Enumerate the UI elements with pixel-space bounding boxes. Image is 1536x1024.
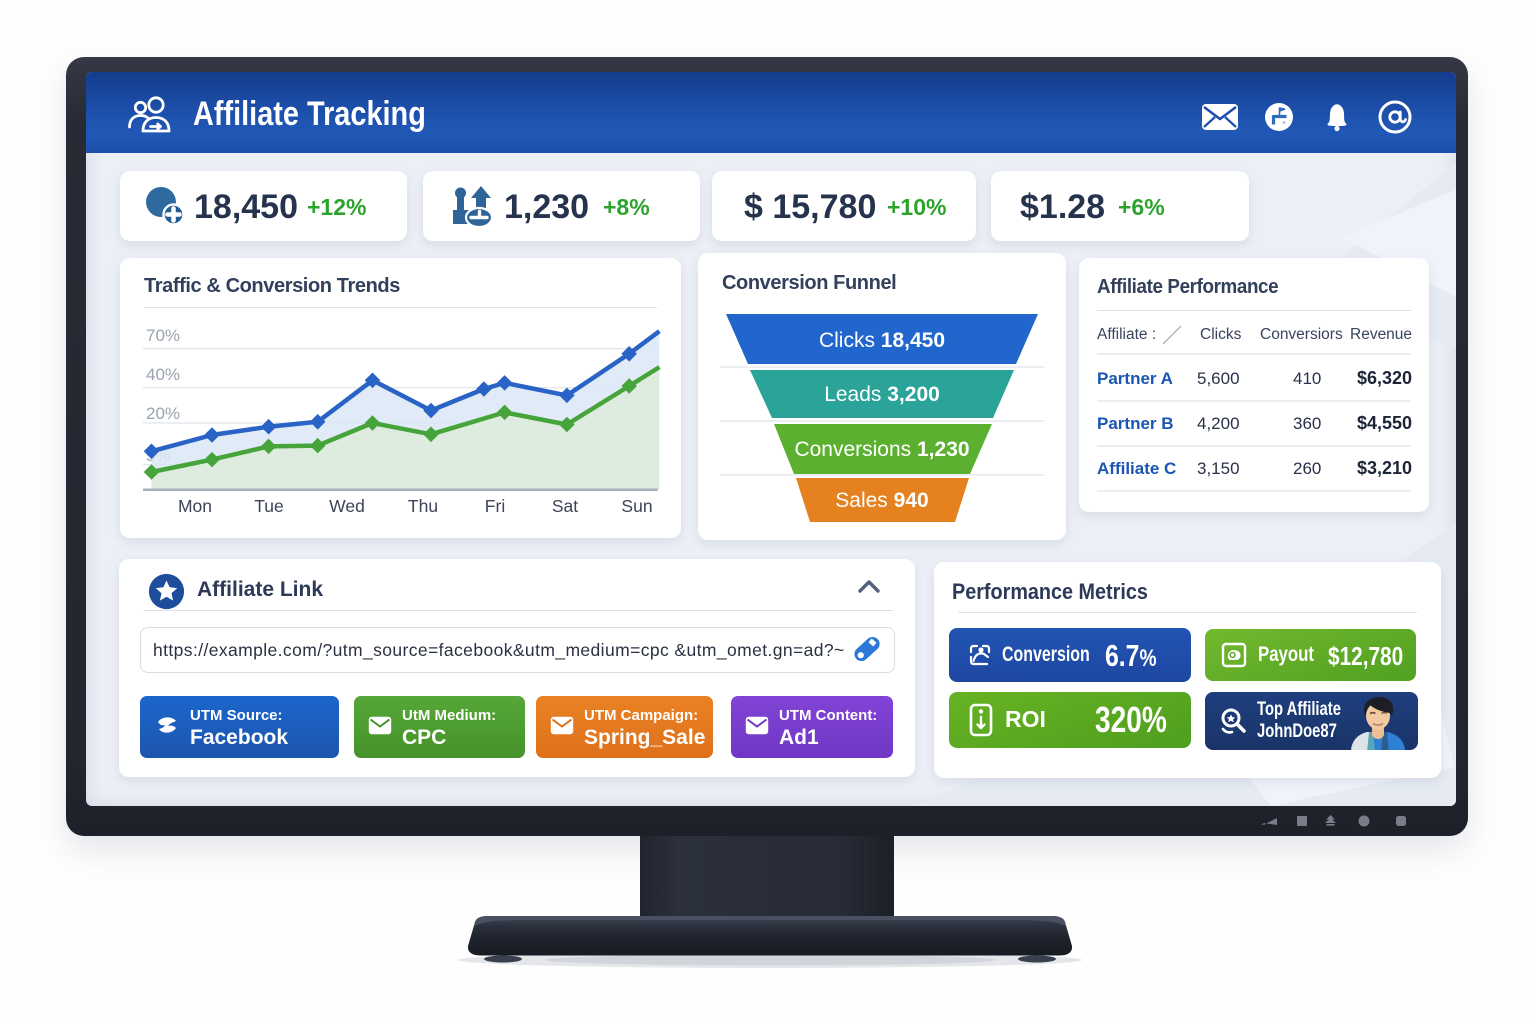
svg-text:Sat: Sat: [552, 496, 578, 516]
svg-text:260: 260: [1293, 459, 1321, 478]
svg-text:4,200: 4,200: [1197, 414, 1240, 433]
svg-text:70%: 70%: [146, 326, 180, 345]
svg-text:Sun: Sun: [621, 496, 652, 516]
svg-text:Partner B: Partner B: [1097, 414, 1174, 433]
svg-text:Wed: Wed: [329, 496, 365, 516]
svg-text:Mon: Mon: [178, 496, 212, 516]
svg-text:$3,210: $3,210: [1357, 458, 1412, 478]
svg-text:3,150: 3,150: [1197, 459, 1240, 478]
svg-text:Leads 3,200: Leads 3,200: [824, 383, 940, 406]
svg-text:Fri: Fri: [485, 496, 505, 516]
svg-text:Clicks 18,450: Clicks 18,450: [819, 329, 945, 352]
svg-text:Thu: Thu: [408, 496, 438, 516]
svg-text:Tue: Tue: [254, 496, 284, 516]
svg-text:Clicks: Clicks: [1200, 326, 1242, 343]
svg-text:Conversiors: Conversiors: [1260, 326, 1343, 343]
svg-text:Affiliate C: Affiliate C: [1097, 459, 1176, 478]
svg-text:360: 360: [1293, 414, 1321, 433]
svg-text:Affiliate :: Affiliate :: [1097, 326, 1156, 343]
svg-text:$6,320: $6,320: [1357, 368, 1412, 388]
svg-text:$4,550: $4,550: [1357, 413, 1412, 433]
svg-text:5,600: 5,600: [1197, 369, 1240, 388]
svg-text:20%: 20%: [146, 404, 180, 423]
svg-text:410: 410: [1293, 369, 1321, 388]
svg-text:Partner A: Partner A: [1097, 369, 1173, 388]
svg-text:Revenue: Revenue: [1350, 326, 1412, 343]
svg-text:Sales 940: Sales 940: [835, 489, 928, 512]
svg-text:40%: 40%: [146, 365, 180, 384]
svg-text:Conversions 1,230: Conversions 1,230: [794, 438, 969, 461]
